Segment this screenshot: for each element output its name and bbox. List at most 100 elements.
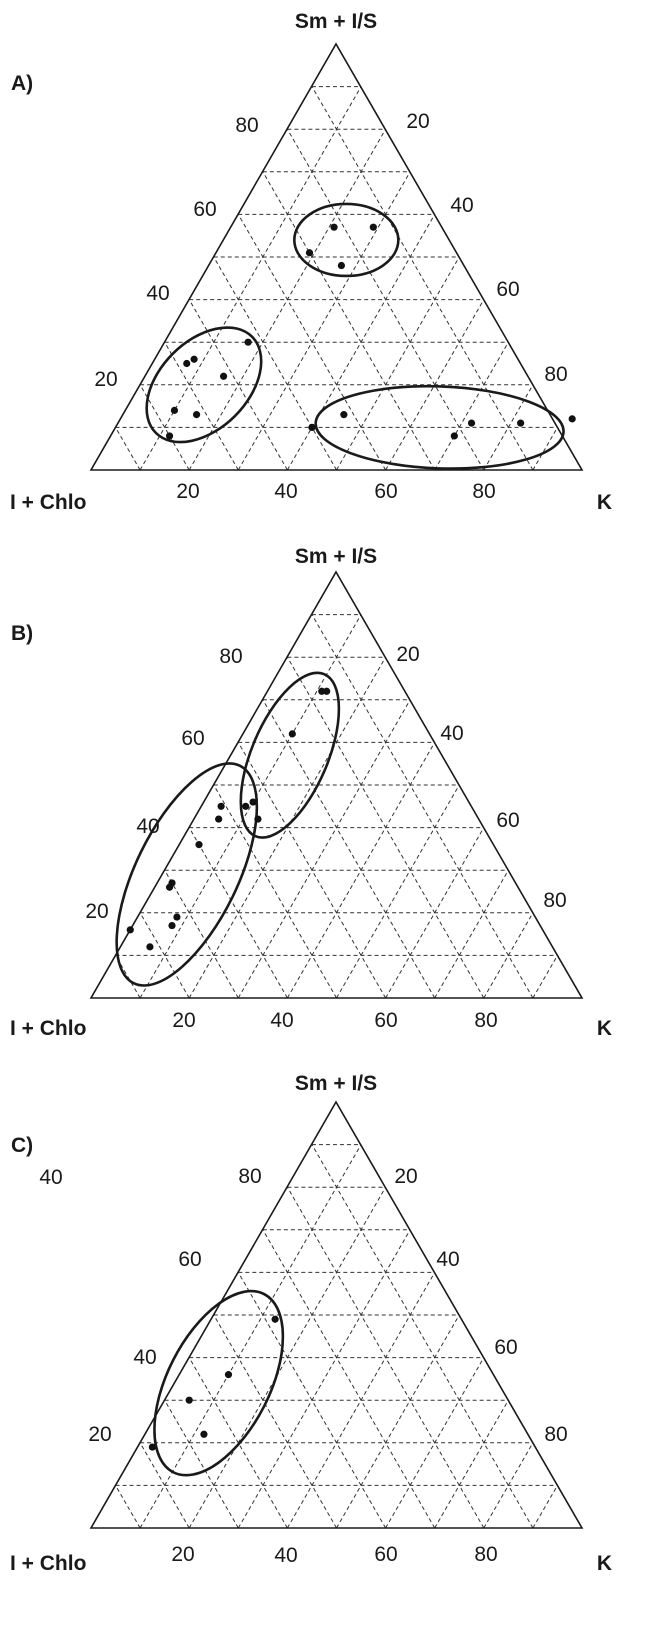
grid-line <box>311 614 534 999</box>
ternary-grid <box>115 1144 558 1529</box>
grid-line <box>434 1399 509 1529</box>
grid-line <box>483 912 534 999</box>
data-point <box>340 411 348 419</box>
grid-line <box>115 427 141 471</box>
grid-line <box>532 427 558 471</box>
data-point <box>568 415 576 423</box>
grid-line <box>262 171 436 471</box>
right-tick-label: 40 <box>450 194 473 217</box>
left-tick-label: 80 <box>219 645 242 668</box>
right-tick-label: 60 <box>496 809 519 832</box>
grid-line <box>115 955 141 999</box>
data-point <box>337 261 346 270</box>
data-point <box>517 419 525 427</box>
data-point <box>244 338 252 346</box>
bottom-tick-label: 40 <box>270 1009 293 1032</box>
grid-line <box>385 1357 485 1529</box>
grid-line <box>164 869 239 999</box>
data-point <box>219 372 228 380</box>
data-point <box>192 411 201 419</box>
grid-line <box>237 1229 411 1529</box>
bottom-tick-label: 80 <box>472 480 495 503</box>
ternary-panel-a: Sm + I/S I + Chlo K A) 20 40 60 80 20 40… <box>10 10 612 514</box>
grid-line <box>385 299 485 471</box>
vertex-label-top: Sm + I/S <box>295 1072 377 1095</box>
data-point <box>305 249 314 257</box>
group-ellipse <box>293 202 400 278</box>
group-ellipse <box>239 671 341 839</box>
data-point <box>217 802 225 810</box>
panel-label: C) <box>11 1134 33 1157</box>
grid-line <box>213 784 337 999</box>
data-point <box>173 913 181 921</box>
grid-line <box>532 955 558 999</box>
vertex-label-top: Sm + I/S <box>295 545 377 568</box>
right-tick-label: 20 <box>406 110 429 133</box>
vertex-label-right: K <box>597 1552 612 1575</box>
group-ellipse <box>153 1289 285 1477</box>
ternary-grid <box>115 614 558 999</box>
grid-line <box>164 341 239 471</box>
data-point <box>200 1430 208 1438</box>
bottom-tick-label: 20 <box>172 1009 195 1032</box>
bottom-tick-label: 40 <box>274 480 297 503</box>
right-tick-label: 40 <box>440 722 463 745</box>
data-points <box>126 687 331 951</box>
grid-line <box>164 1399 239 1529</box>
left-tick-label: 40 <box>146 282 169 305</box>
group-ellipse <box>314 384 565 470</box>
grid-line <box>532 1485 558 1529</box>
grid-line <box>336 1314 460 1529</box>
grid-line <box>483 384 534 471</box>
bottom-tick-label: 80 <box>474 1009 497 1032</box>
ellipse-groups <box>153 1289 285 1477</box>
data-point <box>242 802 250 810</box>
left-tick-label: 20 <box>85 900 108 923</box>
data-point <box>323 687 331 695</box>
grid-line <box>311 86 534 471</box>
data-point <box>126 926 134 934</box>
data-points <box>165 223 576 440</box>
left-tick-label: 80 <box>235 114 258 137</box>
grid-line <box>262 699 436 999</box>
data-point <box>308 423 316 431</box>
bottom-tick-label: 60 <box>374 480 397 503</box>
ternary-grid <box>115 86 558 471</box>
data-point <box>224 1371 233 1379</box>
grid-line <box>434 341 509 471</box>
bottom-tick-label: 20 <box>171 1543 194 1566</box>
ternary-triangle-outline <box>89 570 584 999</box>
grid-line <box>385 827 485 999</box>
bottom-tick-label: 60 <box>374 1009 397 1032</box>
data-point <box>170 406 179 414</box>
group-ellipse <box>115 762 259 987</box>
right-tick-label: 60 <box>494 1336 517 1359</box>
bottom-tick-label: 80 <box>474 1543 497 1566</box>
left-tick-label: 60 <box>178 1248 201 1271</box>
data-point <box>369 223 377 231</box>
data-point <box>165 432 174 440</box>
grid-line <box>262 1229 436 1529</box>
grid-line <box>336 784 460 999</box>
data-point <box>271 1315 279 1323</box>
grid-line <box>139 1144 362 1529</box>
left-tick-label: 60 <box>181 727 204 750</box>
ellipse-groups <box>145 202 565 470</box>
data-point <box>215 815 223 823</box>
ternary-panel-b: Sm + I/S I + Chlo K B) 20 40 60 80 20 40… <box>10 545 612 1040</box>
left-tick-label: 40 <box>136 815 159 838</box>
data-point <box>148 1443 156 1451</box>
vertex-label-left: I + Chlo <box>10 491 86 514</box>
right-tick-label: 20 <box>394 1165 417 1188</box>
data-point <box>467 419 476 427</box>
data-point <box>288 730 296 738</box>
grid-line <box>213 1314 337 1529</box>
vertex-label-top: Sm + I/S <box>295 10 377 33</box>
bottom-tick-label: 40 <box>274 1544 297 1567</box>
bottom-tick-label: 20 <box>176 480 199 503</box>
data-point <box>450 432 458 440</box>
ellipse-groups <box>115 671 341 987</box>
stray-tick-label: 40 <box>39 1166 62 1189</box>
ternary-triangle-outline <box>89 1100 584 1529</box>
